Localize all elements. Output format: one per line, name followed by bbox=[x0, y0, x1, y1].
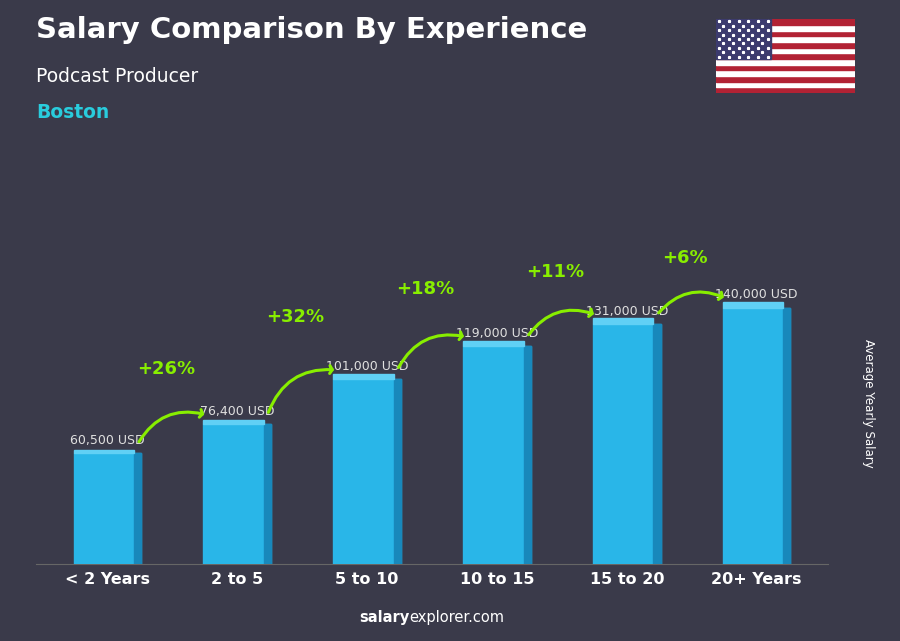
Text: +11%: +11% bbox=[526, 263, 584, 281]
Bar bbox=[716, 19, 771, 59]
Bar bbox=[723, 302, 783, 308]
Text: 140,000 USD: 140,000 USD bbox=[716, 288, 797, 301]
Bar bbox=[524, 346, 531, 564]
Bar bbox=[393, 379, 400, 564]
Bar bbox=[333, 379, 400, 564]
Text: +6%: +6% bbox=[662, 249, 708, 267]
Text: Podcast Producer: Podcast Producer bbox=[36, 67, 198, 87]
Bar bbox=[716, 81, 855, 87]
Bar bbox=[716, 47, 855, 53]
Bar bbox=[716, 87, 855, 93]
Text: 131,000 USD: 131,000 USD bbox=[586, 304, 668, 318]
Text: +26%: +26% bbox=[137, 360, 195, 378]
Text: +32%: +32% bbox=[266, 308, 325, 326]
Bar bbox=[653, 324, 661, 564]
Bar bbox=[783, 308, 790, 564]
Bar bbox=[716, 71, 855, 76]
Text: 101,000 USD: 101,000 USD bbox=[326, 360, 409, 372]
Bar bbox=[74, 453, 141, 564]
Bar bbox=[716, 53, 855, 59]
Bar bbox=[464, 346, 531, 564]
Bar bbox=[716, 76, 855, 81]
Text: 119,000 USD: 119,000 USD bbox=[455, 327, 538, 340]
Bar bbox=[716, 59, 855, 65]
Bar bbox=[74, 450, 134, 453]
Bar bbox=[593, 324, 661, 564]
Bar bbox=[464, 341, 524, 346]
Bar bbox=[134, 453, 141, 564]
Bar bbox=[723, 308, 790, 564]
Bar bbox=[716, 65, 855, 71]
Text: 60,500 USD: 60,500 USD bbox=[70, 434, 145, 447]
Text: salary: salary bbox=[359, 610, 410, 625]
Bar bbox=[716, 19, 855, 25]
Bar bbox=[716, 42, 855, 47]
Text: Salary Comparison By Experience: Salary Comparison By Experience bbox=[36, 16, 587, 44]
Text: explorer.com: explorer.com bbox=[410, 610, 505, 625]
Bar bbox=[203, 420, 264, 424]
Text: 76,400 USD: 76,400 USD bbox=[200, 404, 274, 418]
Text: Boston: Boston bbox=[36, 103, 109, 122]
Bar bbox=[716, 37, 855, 42]
Bar bbox=[203, 424, 271, 564]
Text: +18%: +18% bbox=[396, 280, 454, 298]
Bar bbox=[333, 374, 393, 379]
Bar bbox=[716, 25, 855, 31]
Text: Average Yearly Salary: Average Yearly Salary bbox=[862, 340, 875, 468]
Bar bbox=[264, 424, 271, 564]
Bar bbox=[593, 319, 653, 324]
Bar bbox=[716, 31, 855, 37]
